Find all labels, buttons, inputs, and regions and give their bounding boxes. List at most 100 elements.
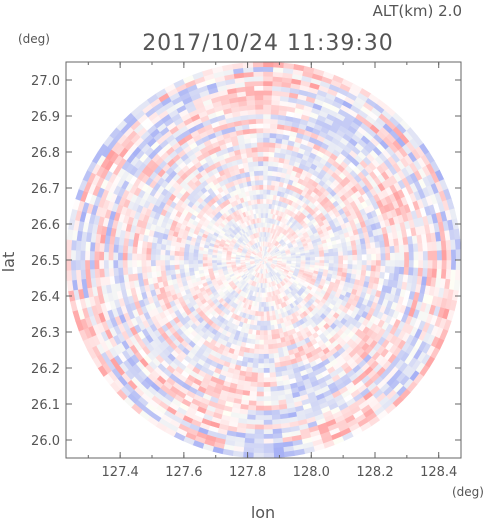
heatmap-cell: [453, 279, 461, 292]
heatmap-cell: [253, 344, 260, 350]
heatmap-cell: [384, 246, 391, 254]
heatmap-cell: [263, 104, 272, 110]
heatmap-cell: [268, 146, 276, 153]
heatmap-cell: [258, 339, 264, 346]
heatmap-cell: [255, 396, 264, 402]
heatmap-cell: [254, 94, 264, 101]
heatmap-cell: [366, 253, 373, 261]
heatmap-cell: [248, 390, 257, 397]
heatmap-cell: [257, 353, 264, 360]
heatmap-cell: [328, 259, 335, 265]
heatmap-cell: [260, 212, 264, 218]
heatmap-cell: [164, 264, 171, 271]
heatmap-cell: [255, 184, 261, 191]
heatmap-cell: [263, 363, 270, 369]
heatmap-cell: [250, 141, 258, 148]
heatmap-cell: [347, 254, 354, 261]
heatmap-cell: [385, 259, 391, 268]
heatmap-cell: [202, 256, 208, 261]
heatmap-cell: [126, 259, 133, 268]
heatmap-cell: [150, 259, 156, 267]
heatmap-cell: [145, 247, 152, 255]
heatmap-cell: [356, 249, 363, 256]
heatmap-cell: [352, 264, 358, 271]
heatmap-cell: [75, 249, 81, 261]
heatmap-cell: [206, 259, 213, 264]
heatmap-cell: [178, 255, 185, 261]
heatmap-cell: [263, 113, 272, 120]
heatmap-cell: [441, 250, 448, 261]
heatmap-cell: [256, 377, 264, 383]
heatmap-cell: [159, 259, 166, 266]
heatmap-cell: [352, 254, 358, 261]
heatmap-cell: [269, 376, 277, 383]
heatmap-cell: [150, 253, 156, 261]
y-unit-label: (deg): [18, 32, 50, 46]
heatmap-cell: [248, 395, 257, 402]
heatmap-cell: [436, 259, 443, 270]
heatmap-cell: [333, 255, 340, 261]
heatmap-cell: [263, 66, 274, 73]
heatmap-cell: [257, 160, 264, 167]
heatmap-cell: [263, 386, 271, 393]
heatmap-cell: [366, 259, 373, 267]
heatmap-cell: [145, 253, 152, 261]
heatmap-cell: [270, 395, 279, 402]
heatmap-cell: [404, 259, 410, 268]
heatmap-cell: [75, 259, 81, 271]
heatmap-cell: [253, 348, 260, 355]
heatmap-cell: [145, 259, 152, 267]
heatmap-cell: [122, 259, 128, 268]
heatmap-cell: [141, 265, 147, 274]
heatmap-cell: [112, 251, 119, 261]
heatmap-cell: [249, 127, 258, 134]
heatmap-cell: [251, 146, 259, 153]
heatmap-cell: [366, 248, 372, 255]
heatmap-cell: [328, 255, 335, 261]
heatmap-cell: [253, 80, 264, 87]
heatmap-cell: [117, 259, 123, 268]
heatmap-cell: [263, 429, 273, 435]
heatmap-cell: [252, 452, 264, 458]
heatmap-cell: [256, 127, 264, 134]
heatmap-cell: [249, 132, 258, 139]
heatmap-cell: [268, 367, 276, 374]
heatmap-cell: [375, 265, 382, 273]
heatmap-cell: [314, 256, 321, 261]
heatmap-cell: [270, 123, 279, 130]
heatmap-cell: [258, 349, 264, 355]
heatmap-cell: [361, 254, 368, 261]
heatmap-cell: [263, 184, 268, 190]
heatmap-cell: [178, 259, 185, 265]
heatmap-cell: [263, 118, 272, 124]
heatmap-cell: [254, 339, 260, 346]
heatmap-cell: [319, 256, 325, 261]
heatmap-cell: [187, 255, 194, 261]
heatmap-cell: [140, 253, 147, 261]
heatmap-cell: [259, 193, 264, 200]
heatmap-cell: [263, 94, 273, 101]
heatmap-cell: [155, 248, 161, 255]
heatmap-cell: [107, 259, 114, 269]
heatmap-cell: [450, 249, 457, 261]
heatmap-cell: [380, 246, 386, 255]
heatmap-cell: [254, 179, 260, 186]
heatmap-cell: [347, 259, 354, 266]
heatmap-cell: [269, 127, 278, 134]
heatmap-cell: [399, 259, 405, 268]
heatmap-cell: [169, 254, 175, 261]
heatmap-cell: [267, 348, 274, 355]
heatmap-cell: [258, 170, 264, 176]
heatmap-cell: [251, 151, 259, 158]
heatmap-cell: [427, 259, 434, 270]
heatmap-cell: [259, 184, 264, 190]
heatmap-cell: [255, 118, 264, 124]
heatmap-cell: [263, 382, 271, 388]
heatmap-cell: [267, 339, 273, 346]
heatmap-cell: [263, 306, 267, 313]
heatmap-cell: [263, 108, 272, 115]
heatmap-cell: [173, 254, 180, 261]
heatmap-cell: [263, 415, 273, 421]
heatmap-cell: [263, 85, 273, 91]
